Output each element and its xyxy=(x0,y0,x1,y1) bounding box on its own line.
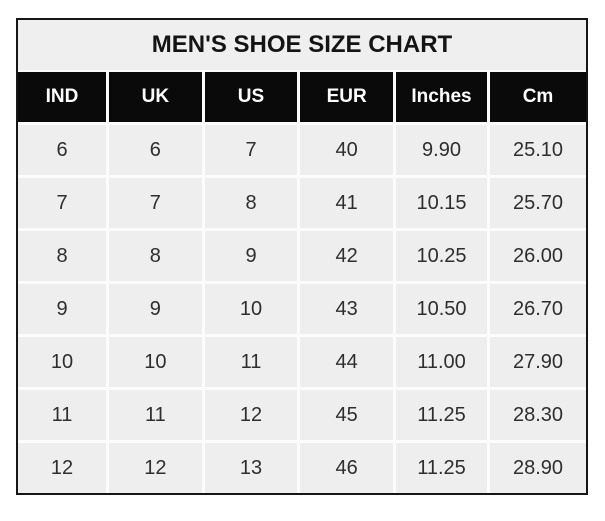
table-cell: 11.00 xyxy=(396,337,488,387)
table-cell: 10.25 xyxy=(396,231,488,281)
column-header-ind: IND xyxy=(18,72,106,122)
table-cell: 6 xyxy=(109,125,202,175)
table-cell: 42 xyxy=(300,231,394,281)
table-cell: 11.25 xyxy=(396,443,488,493)
table-cell: 12 xyxy=(109,443,202,493)
table-cell: 9.90 xyxy=(396,125,488,175)
table-cell: 11 xyxy=(18,390,106,440)
table-cell: 11 xyxy=(109,390,202,440)
table-cell: 8 xyxy=(18,231,106,281)
table-cell: 28.30 xyxy=(490,390,587,440)
table-header-row: IND UK US EUR Inches Cm xyxy=(18,72,587,122)
table-cell: 26.00 xyxy=(490,231,587,281)
table-cell: 10 xyxy=(18,337,106,387)
table-cell: 25.10 xyxy=(490,125,587,175)
table-row: 9 9 10 43 10.50 26.70 xyxy=(18,284,587,334)
table-cell: 10.50 xyxy=(396,284,488,334)
table-cell: 27.90 xyxy=(490,337,587,387)
table-row: 8 8 9 42 10.25 26.00 xyxy=(18,231,587,281)
table-cell: 28.90 xyxy=(490,443,587,493)
shoe-size-chart-table: MEN'S SHOE SIZE CHART IND UK US EUR Inches Cm… xyxy=(16,18,588,495)
table-cell: 8 xyxy=(204,178,298,228)
table-body: 6 6 7 40 9.90 25.10 7 7 8 41 10.15 25.70 8 8 9 42 10.25 2… xyxy=(18,125,587,493)
table-row: 10 10 11 44 11.00 27.90 xyxy=(18,337,587,387)
table-cell: 10 xyxy=(109,337,202,387)
table-cell: 11.25 xyxy=(396,390,488,440)
table-cell: 26.70 xyxy=(490,284,587,334)
table-cell: 7 xyxy=(18,178,106,228)
table-cell: 45 xyxy=(300,390,394,440)
table-cell: 7 xyxy=(109,178,202,228)
column-header-us: US xyxy=(204,72,298,122)
table-cell: 46 xyxy=(300,443,394,493)
table-cell: 13 xyxy=(204,443,298,493)
table-cell: 25.70 xyxy=(490,178,587,228)
table-cell: 9 xyxy=(109,284,202,334)
table-cell: 7 xyxy=(204,125,298,175)
table-row: 7 7 8 41 10.15 25.70 xyxy=(18,178,587,228)
table-cell: 41 xyxy=(300,178,394,228)
column-header-eur: EUR xyxy=(300,72,394,122)
table-row: 6 6 7 40 9.90 25.10 xyxy=(18,125,587,175)
table-cell: 8 xyxy=(109,231,202,281)
chart-title: MEN'S SHOE SIZE CHART xyxy=(18,20,586,70)
table-cell: 10.15 xyxy=(396,178,488,228)
table-cell: 12 xyxy=(18,443,106,493)
table-cell: 10 xyxy=(204,284,298,334)
table-cell: 6 xyxy=(18,125,106,175)
table-cell: 12 xyxy=(204,390,298,440)
table-cell: 44 xyxy=(300,337,394,387)
table-cell: 9 xyxy=(18,284,106,334)
table-row: 11 11 12 45 11.25 28.30 xyxy=(18,390,587,440)
table-cell: 40 xyxy=(300,125,394,175)
column-header-cm: Cm xyxy=(490,72,587,122)
table-cell: 9 xyxy=(204,231,298,281)
table-row: 12 12 13 46 11.25 28.90 xyxy=(18,443,587,493)
table-cell: 43 xyxy=(300,284,394,334)
column-header-inches: Inches xyxy=(396,72,488,122)
column-header-uk: UK xyxy=(109,72,202,122)
table-cell: 11 xyxy=(204,337,298,387)
